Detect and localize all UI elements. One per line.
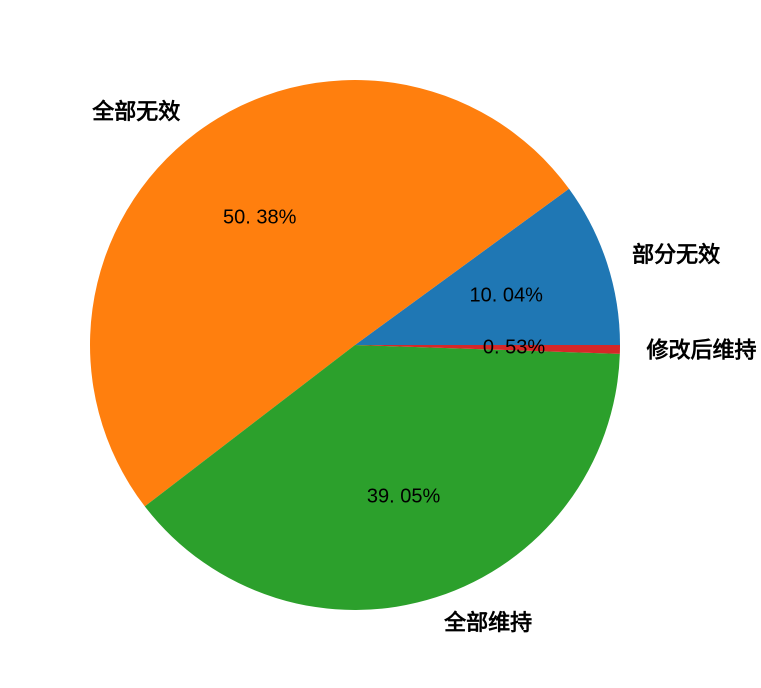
pie-category-label-1: 全部无效: [91, 99, 180, 124]
pie-slice-1: [90, 80, 570, 507]
pie-category-label-0: 部分无效: [632, 242, 720, 267]
pie-pct-label-0: 10. 04%: [470, 285, 544, 307]
pie-pct-label-3: 0. 53%: [483, 337, 545, 359]
pie-category-label-2: 全部维持: [443, 610, 532, 635]
pie-slice-3: [355, 345, 620, 354]
pie-pct-label-1: 50. 38%: [223, 207, 297, 229]
pie-category-label-3: 修改后维持: [646, 337, 757, 362]
pie-slice-2: [144, 345, 620, 610]
pie-pct-label-2: 39. 05%: [367, 485, 441, 507]
pie-slice-0: [355, 188, 620, 345]
